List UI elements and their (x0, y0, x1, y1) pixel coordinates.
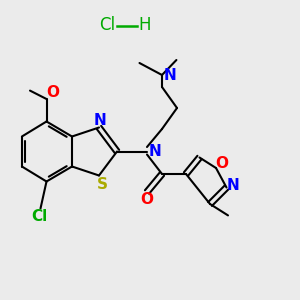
Text: O: O (140, 192, 153, 207)
Text: N: N (164, 68, 176, 82)
Text: N: N (227, 178, 239, 194)
Text: O: O (46, 85, 59, 100)
Text: N: N (94, 113, 106, 128)
Text: H: H (138, 16, 151, 34)
Text: O: O (215, 156, 229, 171)
Text: N: N (148, 144, 161, 159)
Text: Cl: Cl (99, 16, 116, 34)
Text: S: S (97, 177, 107, 192)
Text: Cl: Cl (31, 209, 47, 224)
